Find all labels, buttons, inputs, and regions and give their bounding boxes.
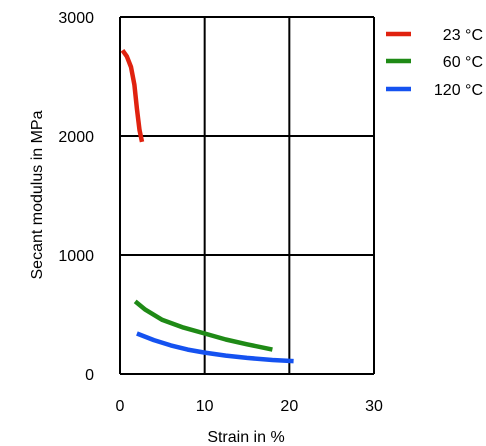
legend-label-2: 60 °C bbox=[443, 54, 483, 71]
series-layer bbox=[120, 48, 294, 364]
series-line-1 bbox=[120, 48, 145, 143]
series-line-3 bbox=[136, 331, 294, 364]
legend: 23 °C 60 °C 120 °C bbox=[386, 27, 483, 99]
x-tick-label: 30 bbox=[365, 398, 383, 415]
y-tick-label: 1000 bbox=[58, 248, 94, 265]
legend-label-1: 23 °C bbox=[443, 27, 483, 44]
grid-layer bbox=[119, 16, 375, 375]
tick-layer: 0 10 20 30 0 1000 2000 3000 bbox=[58, 10, 383, 415]
series-line-2 bbox=[133, 299, 273, 352]
y-tick-label: 3000 bbox=[58, 10, 94, 27]
x-tick-label: 20 bbox=[280, 398, 298, 415]
x-axis-label: Strain in % bbox=[207, 429, 284, 446]
y-axis-label: Secant modulus in MPa bbox=[29, 110, 46, 279]
legend-label-3: 120 °C bbox=[434, 82, 483, 99]
x-tick-label: 0 bbox=[116, 398, 125, 415]
x-tick-label: 10 bbox=[196, 398, 214, 415]
y-tick-label: 2000 bbox=[58, 129, 94, 146]
y-tick-label: 0 bbox=[85, 367, 94, 384]
